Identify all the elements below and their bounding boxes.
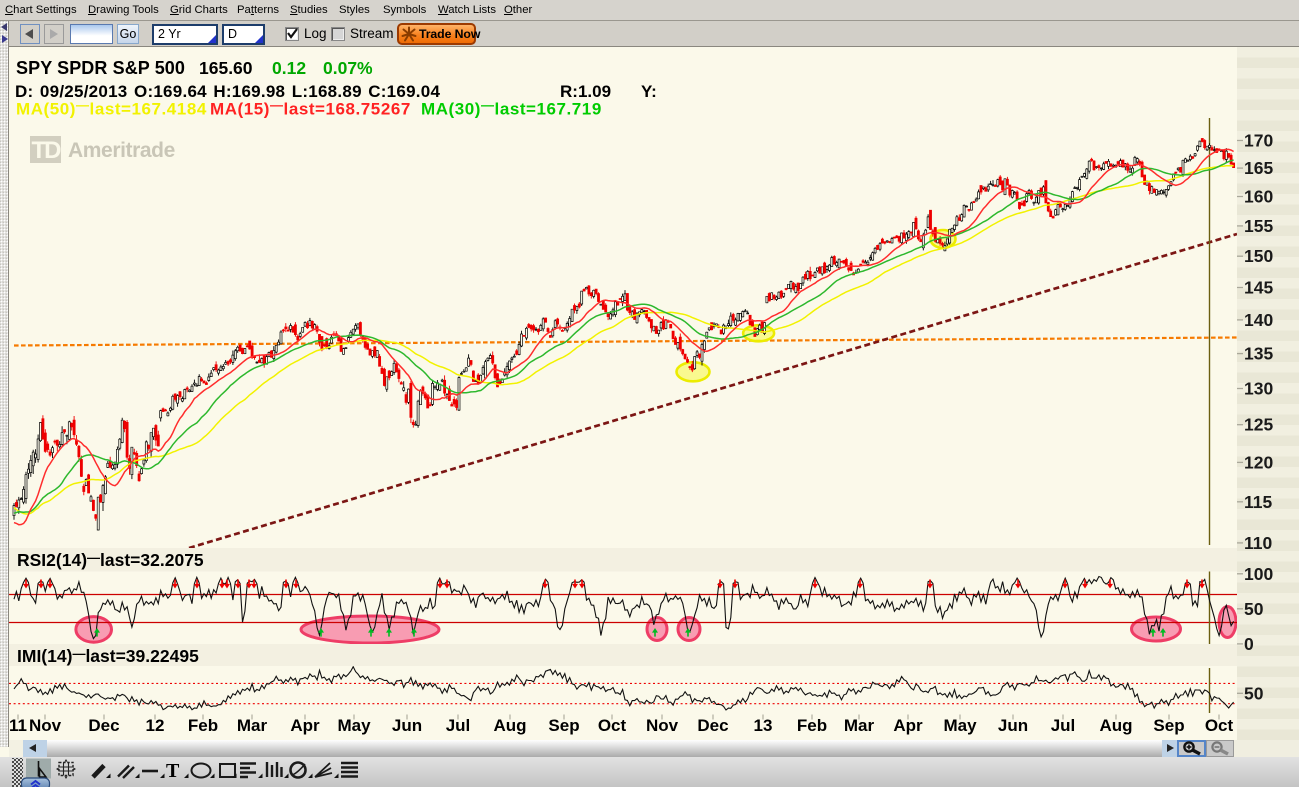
svg-text:May: May bbox=[337, 716, 371, 735]
svg-text:Feb: Feb bbox=[188, 716, 218, 735]
svg-text:SPY SPDR S&P 500: SPY SPDR S&P 500 bbox=[16, 58, 185, 78]
svg-text:Apr: Apr bbox=[290, 716, 320, 735]
svg-text:Nov: Nov bbox=[646, 716, 679, 735]
svg-text:125: 125 bbox=[1244, 415, 1273, 435]
svg-text:110: 110 bbox=[1244, 533, 1272, 553]
svg-text:Aug: Aug bbox=[493, 716, 526, 735]
svg-text:IMI(14)—last=39.22495: IMI(14)—last=39.22495 bbox=[17, 646, 199, 666]
svg-text:115: 115 bbox=[1244, 492, 1272, 512]
svg-text:150: 150 bbox=[1244, 246, 1273, 266]
svg-text:165.60: 165.60 bbox=[199, 58, 253, 78]
svg-text:Feb: Feb bbox=[797, 716, 827, 735]
svg-text:MA(15)—last=168.75267: MA(15)—last=168.75267 bbox=[210, 98, 411, 119]
svg-text:130: 130 bbox=[1244, 379, 1273, 399]
svg-text:R:1.09: R:1.09 bbox=[560, 82, 611, 101]
svg-text:145: 145 bbox=[1244, 278, 1273, 298]
svg-text:50: 50 bbox=[1244, 683, 1264, 703]
svg-text:13: 13 bbox=[754, 716, 773, 735]
svg-text:165: 165 bbox=[1244, 158, 1273, 178]
svg-text:Oct: Oct bbox=[1205, 716, 1234, 735]
svg-text:Sep: Sep bbox=[1153, 716, 1184, 735]
svg-text:TD: TD bbox=[32, 137, 62, 164]
svg-text:MA(30)—last=167.719: MA(30)—last=167.719 bbox=[421, 98, 602, 119]
svg-text:T: T bbox=[166, 760, 180, 782]
svg-text:50: 50 bbox=[1244, 599, 1264, 619]
svg-text:Dec: Dec bbox=[88, 716, 119, 735]
svg-text:Dec: Dec bbox=[697, 716, 728, 735]
svg-text:Oct: Oct bbox=[598, 716, 627, 735]
svg-text:11: 11 bbox=[9, 716, 27, 735]
svg-text:0.12: 0.12 bbox=[272, 58, 306, 78]
svg-text:Sep: Sep bbox=[548, 716, 579, 735]
svg-text:MA(50)—last=167.4184: MA(50)—last=167.4184 bbox=[16, 98, 207, 119]
svg-text:Jul: Jul bbox=[446, 716, 471, 735]
svg-text:120: 120 bbox=[1244, 452, 1273, 472]
svg-text:Mar: Mar bbox=[237, 716, 268, 735]
svg-text:Jun: Jun bbox=[392, 716, 422, 735]
svg-text:Jun: Jun bbox=[998, 716, 1028, 735]
svg-text:155: 155 bbox=[1244, 216, 1273, 236]
svg-text:May: May bbox=[943, 716, 977, 735]
svg-text:Nov: Nov bbox=[29, 716, 62, 735]
svg-text:0: 0 bbox=[1244, 634, 1254, 654]
svg-text:D: 09/25/2013 O:169.64 H:169.9: D: 09/25/2013 O:169.64 H:169.98 L:168.89… bbox=[15, 82, 440, 101]
svg-text:160: 160 bbox=[1244, 187, 1273, 207]
svg-text:Y:: Y: bbox=[641, 82, 657, 101]
svg-text:Ameritrade: Ameritrade bbox=[68, 139, 175, 162]
svg-text:Apr: Apr bbox=[893, 716, 923, 735]
svg-text:135: 135 bbox=[1244, 344, 1273, 364]
svg-text:100: 100 bbox=[1244, 564, 1273, 584]
svg-text:140: 140 bbox=[1244, 310, 1273, 330]
svg-text:Mar: Mar bbox=[844, 716, 875, 735]
svg-text:Jul: Jul bbox=[1051, 716, 1076, 735]
svg-text:RSI2(14)—last=32.2075: RSI2(14)—last=32.2075 bbox=[17, 550, 204, 570]
svg-text:12: 12 bbox=[146, 716, 165, 735]
svg-text:0.07%: 0.07% bbox=[323, 58, 373, 78]
svg-text:170: 170 bbox=[1244, 131, 1273, 151]
svg-text:Aug: Aug bbox=[1099, 716, 1132, 735]
